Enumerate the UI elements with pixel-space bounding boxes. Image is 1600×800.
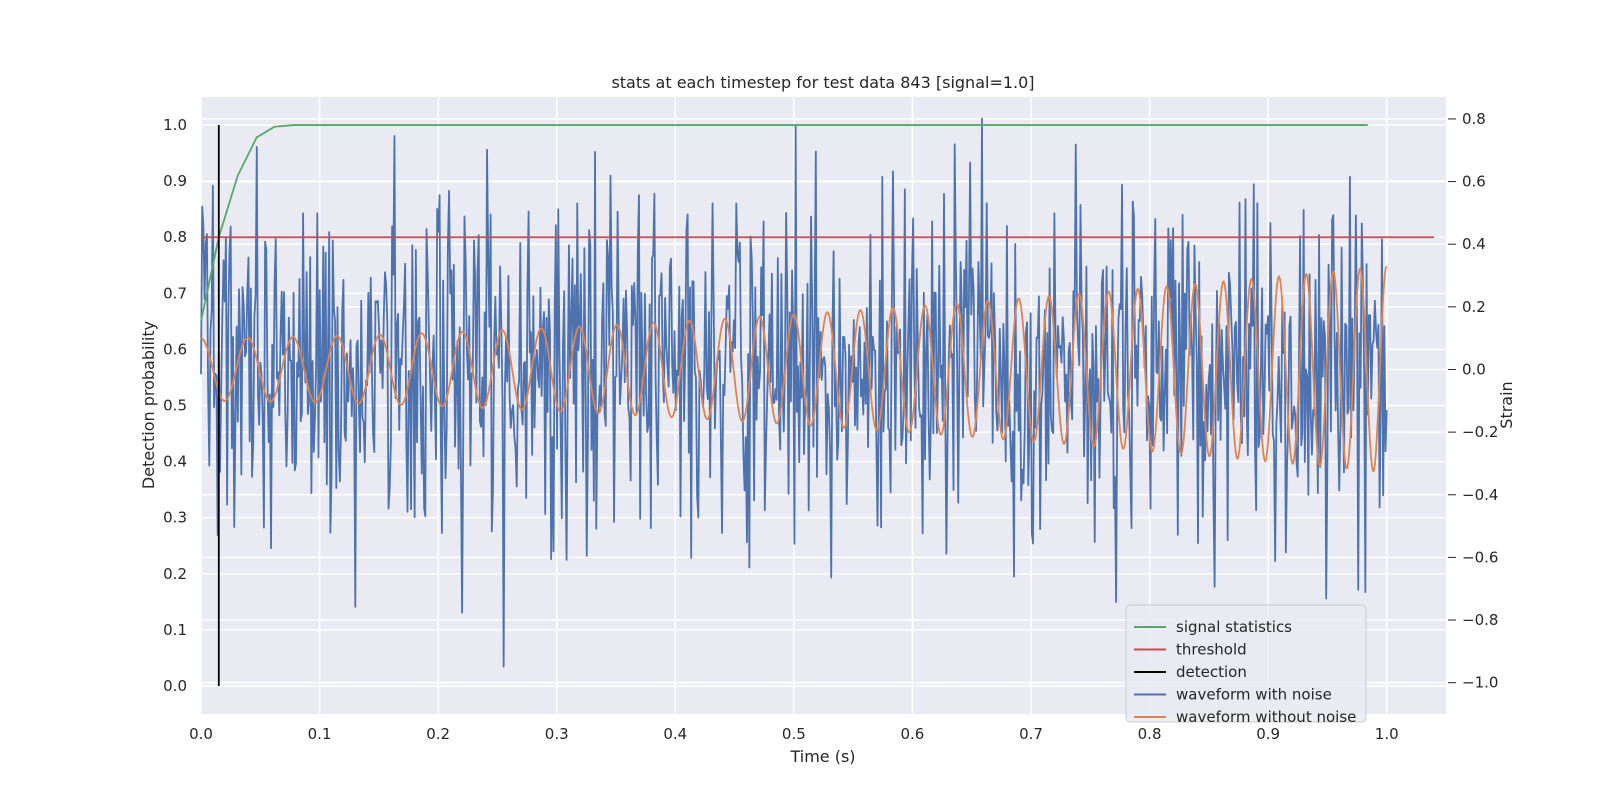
right-tick-label: −0.4 xyxy=(1462,486,1498,504)
left-tick-label: 0.2 xyxy=(163,565,187,583)
chart-title: stats at each timestep for test data 843… xyxy=(611,73,1034,92)
series-layer xyxy=(200,117,1435,686)
legend-label: waveform without noise xyxy=(1176,708,1356,726)
legend-box xyxy=(1125,604,1367,723)
left-tick-label: 0.5 xyxy=(163,397,187,415)
x-tick-label: 0.7 xyxy=(1019,725,1043,743)
right-axis-ticks: −1.0 −0.8 −0.6 −0.4 −0.2 0.0 0.2 0.4 0.6 0.8 xyxy=(1448,110,1498,692)
legend: signal statistics threshold detection wavef… xyxy=(1125,604,1367,726)
series-waveform-without-noise xyxy=(200,265,1388,472)
x-tick-label: 0.5 xyxy=(782,725,806,743)
left-axis-ticks: 0.0 0.1 0.2 0.3 0.4 0.5 0.6 0.7 0.8 0.9 1.0 xyxy=(163,116,187,695)
x-axis-ticks: 0.0 0.1 0.2 0.3 0.4 0.5 0.6 0.7 0.8 0.9 1.0 xyxy=(189,725,1399,743)
x-tick-label: 0.2 xyxy=(426,725,450,743)
right-tick-label: 0.8 xyxy=(1462,110,1486,128)
series-signal-statistics xyxy=(200,124,1368,322)
series-waveform-with-noise xyxy=(200,117,1388,668)
left-tick-label: 0.7 xyxy=(163,284,187,302)
right-tick-label: 0.0 xyxy=(1462,360,1486,378)
right-tick-label: −0.2 xyxy=(1462,423,1498,441)
right-tick-label: 0.2 xyxy=(1462,298,1486,316)
left-tick-label: 0.3 xyxy=(163,509,187,527)
right-tick-label: −0.8 xyxy=(1462,611,1498,629)
x-tick-label: 1.0 xyxy=(1375,725,1399,743)
legend-label: threshold xyxy=(1176,641,1247,659)
x-tick-label: 0.6 xyxy=(900,725,924,743)
left-tick-label: 0.1 xyxy=(163,621,187,639)
legend-label: detection xyxy=(1176,663,1247,681)
x-tick-label: 0.8 xyxy=(1138,725,1162,743)
x-tick-label: 0.4 xyxy=(663,725,687,743)
left-tick-label: 0.4 xyxy=(163,453,187,471)
x-tick-label: 0.3 xyxy=(545,725,569,743)
left-y-axis-label: Detection probability xyxy=(139,321,158,489)
right-y-axis-label: Strain xyxy=(1497,381,1516,428)
x-tick-label: 0.0 xyxy=(189,725,213,743)
x-axis-label: Time (s) xyxy=(789,747,855,766)
left-tick-label: 0.6 xyxy=(163,340,187,358)
legend-entries: signal statistics threshold detection wavef… xyxy=(1134,618,1356,726)
x-tick-label: 0.9 xyxy=(1256,725,1280,743)
right-tick-label: −1.0 xyxy=(1462,674,1498,692)
legend-label: signal statistics xyxy=(1176,618,1292,636)
legend-label: waveform with noise xyxy=(1176,686,1332,704)
x-tick-label: 0.1 xyxy=(308,725,332,743)
left-tick-label: 0.8 xyxy=(163,228,187,246)
right-tick-label: 0.4 xyxy=(1462,235,1486,253)
left-tick-label: 0.0 xyxy=(163,677,187,695)
right-tick-label: −0.6 xyxy=(1462,548,1498,566)
left-tick-label: 0.9 xyxy=(163,172,187,190)
right-tick-label: 0.6 xyxy=(1462,173,1486,191)
left-tick-label: 1.0 xyxy=(163,116,187,134)
